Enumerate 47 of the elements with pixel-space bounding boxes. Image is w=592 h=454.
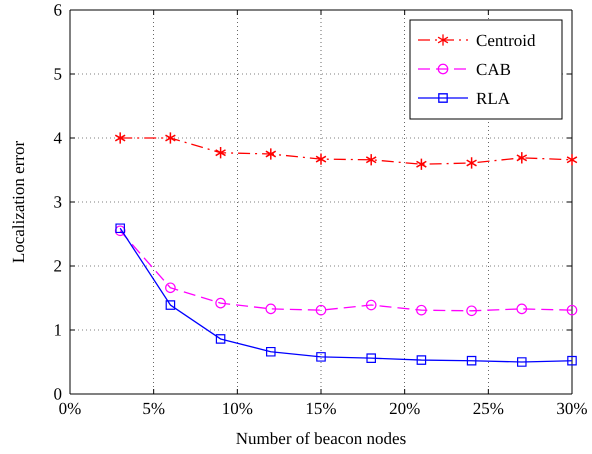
point bbox=[566, 153, 578, 166]
point bbox=[316, 304, 326, 316]
legend-label: CAB bbox=[476, 60, 511, 79]
point bbox=[366, 353, 376, 363]
point bbox=[516, 304, 528, 314]
y-tick-label: 3 bbox=[54, 192, 62, 212]
y-tick-label: 2 bbox=[54, 256, 62, 276]
point bbox=[266, 346, 276, 357]
x-tick-label: 15% bbox=[305, 399, 337, 418]
x-tick-label: 10% bbox=[222, 399, 253, 418]
x-tick-label: 25% bbox=[472, 399, 504, 418]
x-axis-title: Number of beacon nodes bbox=[236, 429, 406, 448]
point bbox=[516, 151, 528, 164]
point bbox=[466, 156, 478, 170]
point bbox=[416, 158, 428, 171]
point bbox=[165, 282, 176, 294]
point bbox=[567, 356, 577, 366]
y-axis-title: Localization error bbox=[9, 140, 28, 264]
point bbox=[265, 148, 276, 160]
point bbox=[517, 357, 527, 367]
x-tick-label: 20% bbox=[389, 399, 420, 418]
point bbox=[265, 304, 276, 314]
point bbox=[114, 225, 126, 236]
y-tick-label: 6 bbox=[54, 0, 62, 20]
point bbox=[416, 355, 426, 365]
point bbox=[316, 352, 326, 362]
point bbox=[214, 146, 226, 160]
point bbox=[366, 153, 377, 166]
point bbox=[215, 298, 226, 308]
point bbox=[416, 304, 427, 316]
y-tick-label: 5 bbox=[54, 64, 62, 84]
point bbox=[114, 132, 126, 144]
x-tick-label: 30% bbox=[556, 399, 588, 418]
x-tick-label: 5% bbox=[142, 399, 166, 418]
point bbox=[216, 334, 226, 344]
y-tick-label: 1 bbox=[54, 320, 62, 340]
point bbox=[366, 300, 377, 310]
legend-label: Centroid bbox=[476, 31, 536, 50]
point bbox=[566, 304, 578, 316]
point bbox=[315, 152, 327, 166]
point bbox=[466, 356, 476, 366]
y-tick-label: 4 bbox=[54, 128, 62, 148]
point bbox=[166, 300, 176, 310]
point bbox=[164, 132, 176, 144]
point bbox=[466, 305, 477, 316]
legend-label: RLA bbox=[476, 89, 511, 108]
point bbox=[115, 223, 125, 234]
